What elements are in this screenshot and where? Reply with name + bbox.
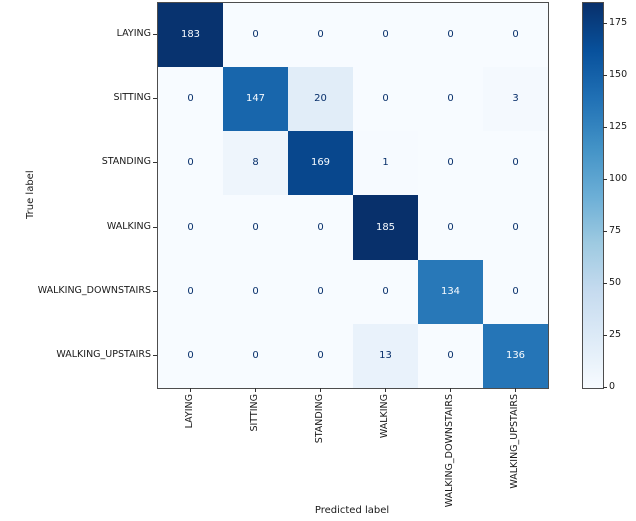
x-tick-label: SITTING [248,394,260,432]
matrix-cell-0-3: 0 [353,3,418,68]
colorbar-tick-label: 25 [609,328,622,340]
x-axis-title: Predicted label [314,505,390,516]
colorbar-tick-label: 175 [609,16,628,28]
x-tick-mark [254,388,256,392]
matrix-cell-4-4: 134 [418,259,483,324]
y-tick-label: LAYING [116,28,151,40]
x-tick-mark [384,388,386,392]
colorbar-tick-label: 125 [609,120,628,132]
matrix-cell-3-0: 0 [158,195,223,260]
matrix-cell-5-1: 0 [223,323,288,388]
y-tick-mark [153,162,157,164]
matrix-cell-5-5: 136 [483,323,548,388]
y-tick-mark [153,98,157,100]
colorbar-tick-mark [603,282,607,284]
colorbar-tick-label: 75 [609,224,622,236]
colorbar-tick-mark [603,74,607,76]
x-tick-label: LAYING [183,394,195,429]
matrix-cell-4-2: 0 [288,259,353,324]
y-tick-label: STANDING [101,156,151,168]
matrix-cell-4-1: 0 [223,259,288,324]
colorbar-tick-mark [603,126,607,128]
matrix-cell-5-0: 0 [158,323,223,388]
colorbar-tick-label: 0 [609,381,616,392]
y-axis-title: True label [25,170,36,219]
x-tick-label: STANDING [313,394,325,444]
matrix-cell-4-0: 0 [158,259,223,324]
x-tick-mark [514,388,516,392]
matrix-cell-1-1: 147 [223,67,288,132]
colorbar-tick-mark [603,334,607,336]
colorbar-tick-label: 50 [609,276,622,288]
y-tick-label: WALKING [106,220,151,232]
x-tick-label: WALKING_UPSTAIRS [508,394,520,489]
colorbar-tick-mark [603,22,607,24]
colorbar-tick-label: 100 [609,172,628,184]
y-tick-label: WALKING_DOWNSTAIRS [37,284,151,296]
matrix-cell-2-4: 0 [418,131,483,196]
matrix-cell-0-1: 0 [223,3,288,68]
y-tick-label: WALKING_UPSTAIRS [56,348,151,360]
colorbar-tick-mark [603,230,607,232]
colorbar-tick-label: 150 [609,68,628,80]
matrix-cell-1-3: 0 [353,67,418,132]
matrix-cell-5-4: 0 [418,323,483,388]
matrix-cell-3-5: 0 [483,195,548,260]
x-tick-mark [189,388,191,392]
y-tick-label: SITTING [113,92,151,104]
matrix-cell-4-3: 0 [353,259,418,324]
x-tick-mark [319,388,321,392]
matrix-cell-3-4: 0 [418,195,483,260]
matrix-cell-4-5: 0 [483,259,548,324]
matrix-cell-2-0: 0 [158,131,223,196]
matrix-cell-0-4: 0 [418,3,483,68]
matrix-cell-0-5: 0 [483,3,548,68]
matrix-cell-3-1: 0 [223,195,288,260]
x-tick-label: WALKING_DOWNSTAIRS [443,394,455,508]
matrix-cell-1-2: 20 [288,67,353,132]
matrix-cell-0-0: 183 [158,3,223,68]
x-tick-label: WALKING [378,394,390,439]
y-tick-mark [153,226,157,228]
matrix-cell-2-3: 1 [353,131,418,196]
matrix-cell-2-5: 0 [483,131,548,196]
colorbar-gradient [582,2,604,389]
colorbar-tick-mark [603,387,607,388]
heatmap-plot: 183 0 0 0 0 0 0 147 20 0 0 3 0 8 169 1 0 0 0 0 0 185 0 0 0 0 0 0 134… [157,2,549,389]
y-tick-mark [153,354,157,356]
colorbar-tick-mark [603,178,607,180]
matrix-cell-1-4: 0 [418,67,483,132]
matrix-cell-0-2: 0 [288,3,353,68]
x-tick-mark [449,388,451,392]
matrix-cell-1-0: 0 [158,67,223,132]
matrix-cell-5-2: 0 [288,323,353,388]
matrix-cell-3-2: 0 [288,195,353,260]
matrix-cell-2-1: 8 [223,131,288,196]
matrix-cell-3-3: 185 [353,195,418,260]
y-tick-mark [153,290,157,292]
matrix-cell-2-2: 169 [288,131,353,196]
y-tick-mark [153,34,157,36]
matrix-cell-5-3: 13 [353,323,418,388]
matrix-cell-1-5: 3 [483,67,548,132]
